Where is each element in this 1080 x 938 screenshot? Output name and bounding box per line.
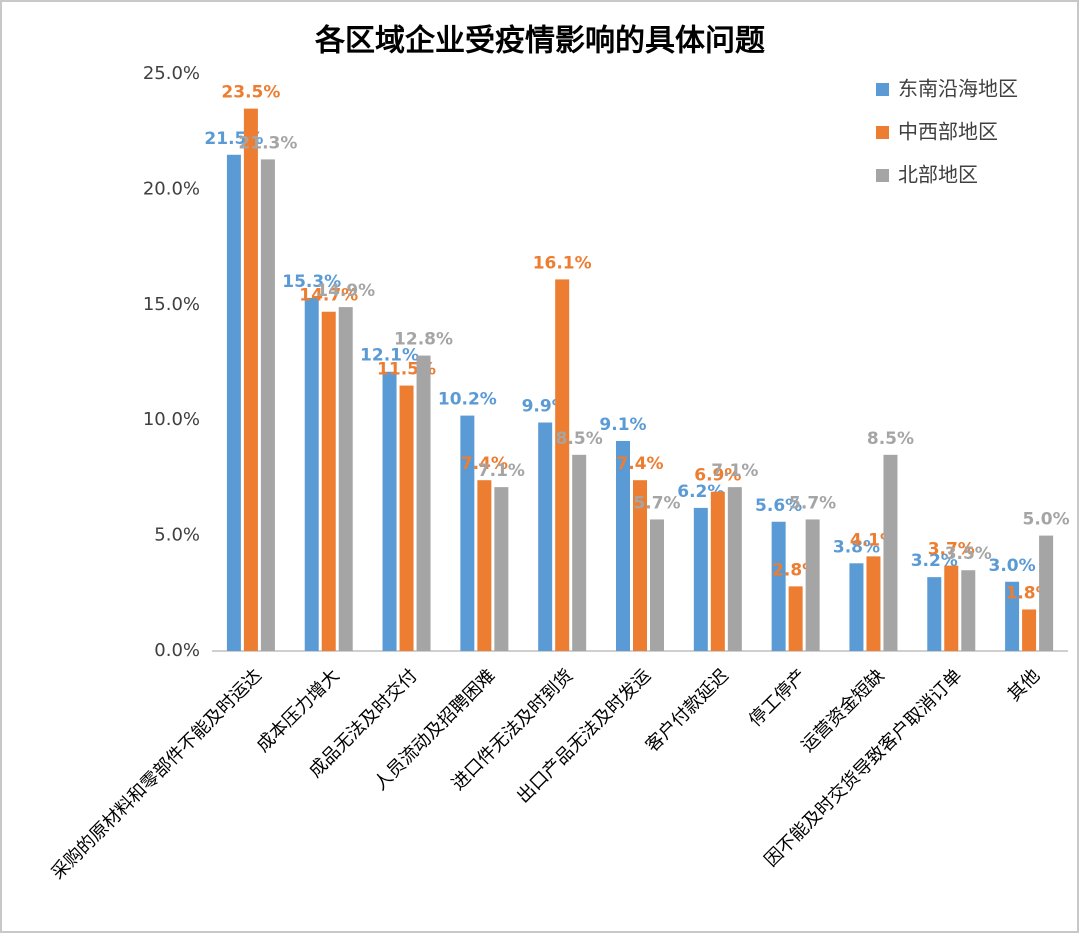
- bar: [650, 519, 664, 651]
- bar: [616, 440, 630, 651]
- bar: [477, 480, 492, 651]
- legend-label: 东南沿海地区: [898, 77, 1018, 101]
- bar: [1022, 609, 1037, 651]
- value-label: 9.1%: [599, 415, 646, 435]
- bar: [633, 480, 647, 651]
- value-label: 21.3%: [238, 133, 297, 153]
- value-label: 12.1%: [360, 346, 419, 366]
- value-label: 5.7%: [633, 493, 680, 513]
- value-label: 7.4%: [616, 454, 663, 474]
- bar: [1039, 535, 1054, 651]
- bar: [710, 491, 725, 651]
- legend-label: 北部地区: [898, 163, 978, 187]
- bar: [321, 311, 336, 651]
- y-tick-label: 25.0%: [143, 63, 200, 84]
- bar: [727, 487, 742, 651]
- legend-label: 中西部地区: [898, 120, 998, 144]
- bar: [494, 487, 509, 651]
- bar: [944, 565, 959, 651]
- bar: [260, 159, 275, 651]
- value-label: 6.9%: [694, 466, 741, 486]
- bar: [1005, 581, 1020, 651]
- value-label: 3.5%: [945, 544, 992, 564]
- bar: [338, 307, 353, 651]
- bar: [866, 556, 881, 651]
- value-label: 14.9%: [316, 281, 375, 301]
- value-label: 7.4%: [461, 454, 508, 474]
- bar: [693, 507, 708, 651]
- bar: [382, 371, 397, 651]
- bar: [788, 586, 803, 651]
- legend-swatch: [876, 126, 889, 139]
- value-label: 7.1%: [711, 461, 758, 481]
- bar: [304, 297, 319, 651]
- bar: [849, 563, 864, 651]
- value-label: 5.7%: [789, 493, 836, 513]
- bar: [555, 279, 570, 651]
- value-label: 23.5%: [221, 83, 280, 103]
- legend-swatch: [876, 169, 889, 182]
- value-label: 16.1%: [533, 253, 592, 273]
- chart-title: 各区域企业受疫情影响的具体问题: [314, 24, 765, 59]
- y-tick-label: 10.0%: [143, 409, 200, 430]
- bar: [572, 454, 587, 651]
- bar: [538, 422, 553, 651]
- bar: [226, 154, 241, 651]
- bar: [883, 454, 898, 651]
- y-tick-label: 15.0%: [143, 294, 200, 315]
- value-label: 14.7%: [299, 286, 358, 306]
- value-label: 8.5%: [556, 429, 603, 449]
- bar: [771, 521, 786, 651]
- value-label: 12.8%: [394, 330, 453, 350]
- bar: [961, 570, 976, 651]
- bar: [460, 415, 475, 651]
- bar: [927, 577, 942, 651]
- value-label: 3.8%: [833, 537, 880, 557]
- value-label: 10.2%: [438, 390, 497, 410]
- y-tick-label: 0.0%: [154, 640, 200, 661]
- value-label: 15.3%: [282, 272, 341, 292]
- bar: [416, 355, 431, 651]
- value-label: 3.0%: [989, 556, 1036, 576]
- value-label: 5.0%: [1023, 510, 1070, 530]
- value-label: 3.7%: [928, 540, 975, 560]
- y-tick-label: 20.0%: [143, 178, 200, 199]
- bar: [805, 519, 820, 651]
- y-tick-label: 5.0%: [154, 525, 200, 546]
- bar: [243, 108, 258, 652]
- value-label: 5.6%: [755, 496, 802, 516]
- bar: [399, 385, 414, 651]
- legend-swatch: [876, 83, 889, 96]
- value-label: 8.5%: [867, 429, 914, 449]
- value-label: 7.1%: [478, 461, 525, 481]
